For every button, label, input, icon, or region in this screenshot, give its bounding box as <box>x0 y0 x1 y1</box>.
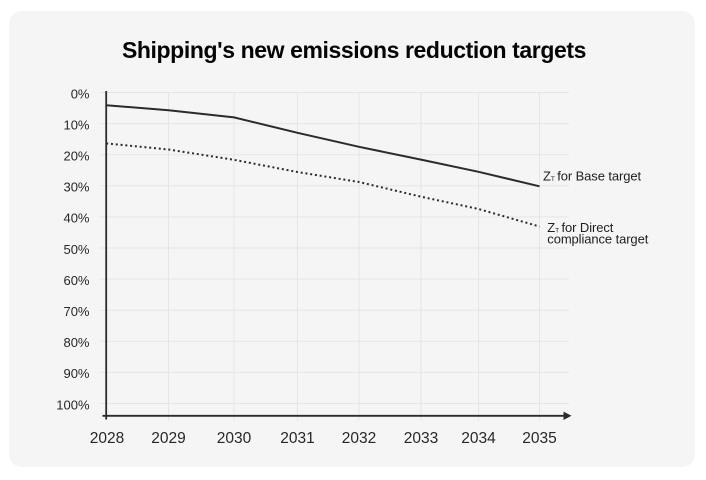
svg-text:2033: 2033 <box>404 430 438 447</box>
svg-text:70%: 70% <box>63 304 89 319</box>
svg-text:50%: 50% <box>63 242 89 257</box>
svg-text:100%: 100% <box>56 397 90 412</box>
svg-text:2028: 2028 <box>90 430 124 447</box>
svg-text:compliance target: compliance target <box>547 231 648 246</box>
svg-text:90%: 90% <box>63 366 89 381</box>
svg-text:ZT for Direct: ZT for Direct <box>547 220 613 235</box>
svg-text:2032: 2032 <box>342 430 376 447</box>
svg-text:30%: 30% <box>63 180 89 195</box>
svg-text:60%: 60% <box>63 273 89 288</box>
svg-text:2030: 2030 <box>217 430 252 447</box>
svg-text:20%: 20% <box>63 149 89 164</box>
svg-text:2034: 2034 <box>461 430 496 447</box>
svg-text:ZT for Base target: ZT for Base target <box>543 168 641 183</box>
svg-text:2031: 2031 <box>280 430 314 447</box>
svg-text:2035: 2035 <box>522 430 556 447</box>
svg-text:0%: 0% <box>71 86 90 101</box>
svg-text:80%: 80% <box>63 335 89 350</box>
svg-text:2029: 2029 <box>151 430 185 447</box>
svg-text:Shipping's new emissions reduc: Shipping's new emissions reduction targe… <box>122 37 586 63</box>
svg-text:10%: 10% <box>63 117 89 132</box>
svg-text:40%: 40% <box>63 211 89 226</box>
